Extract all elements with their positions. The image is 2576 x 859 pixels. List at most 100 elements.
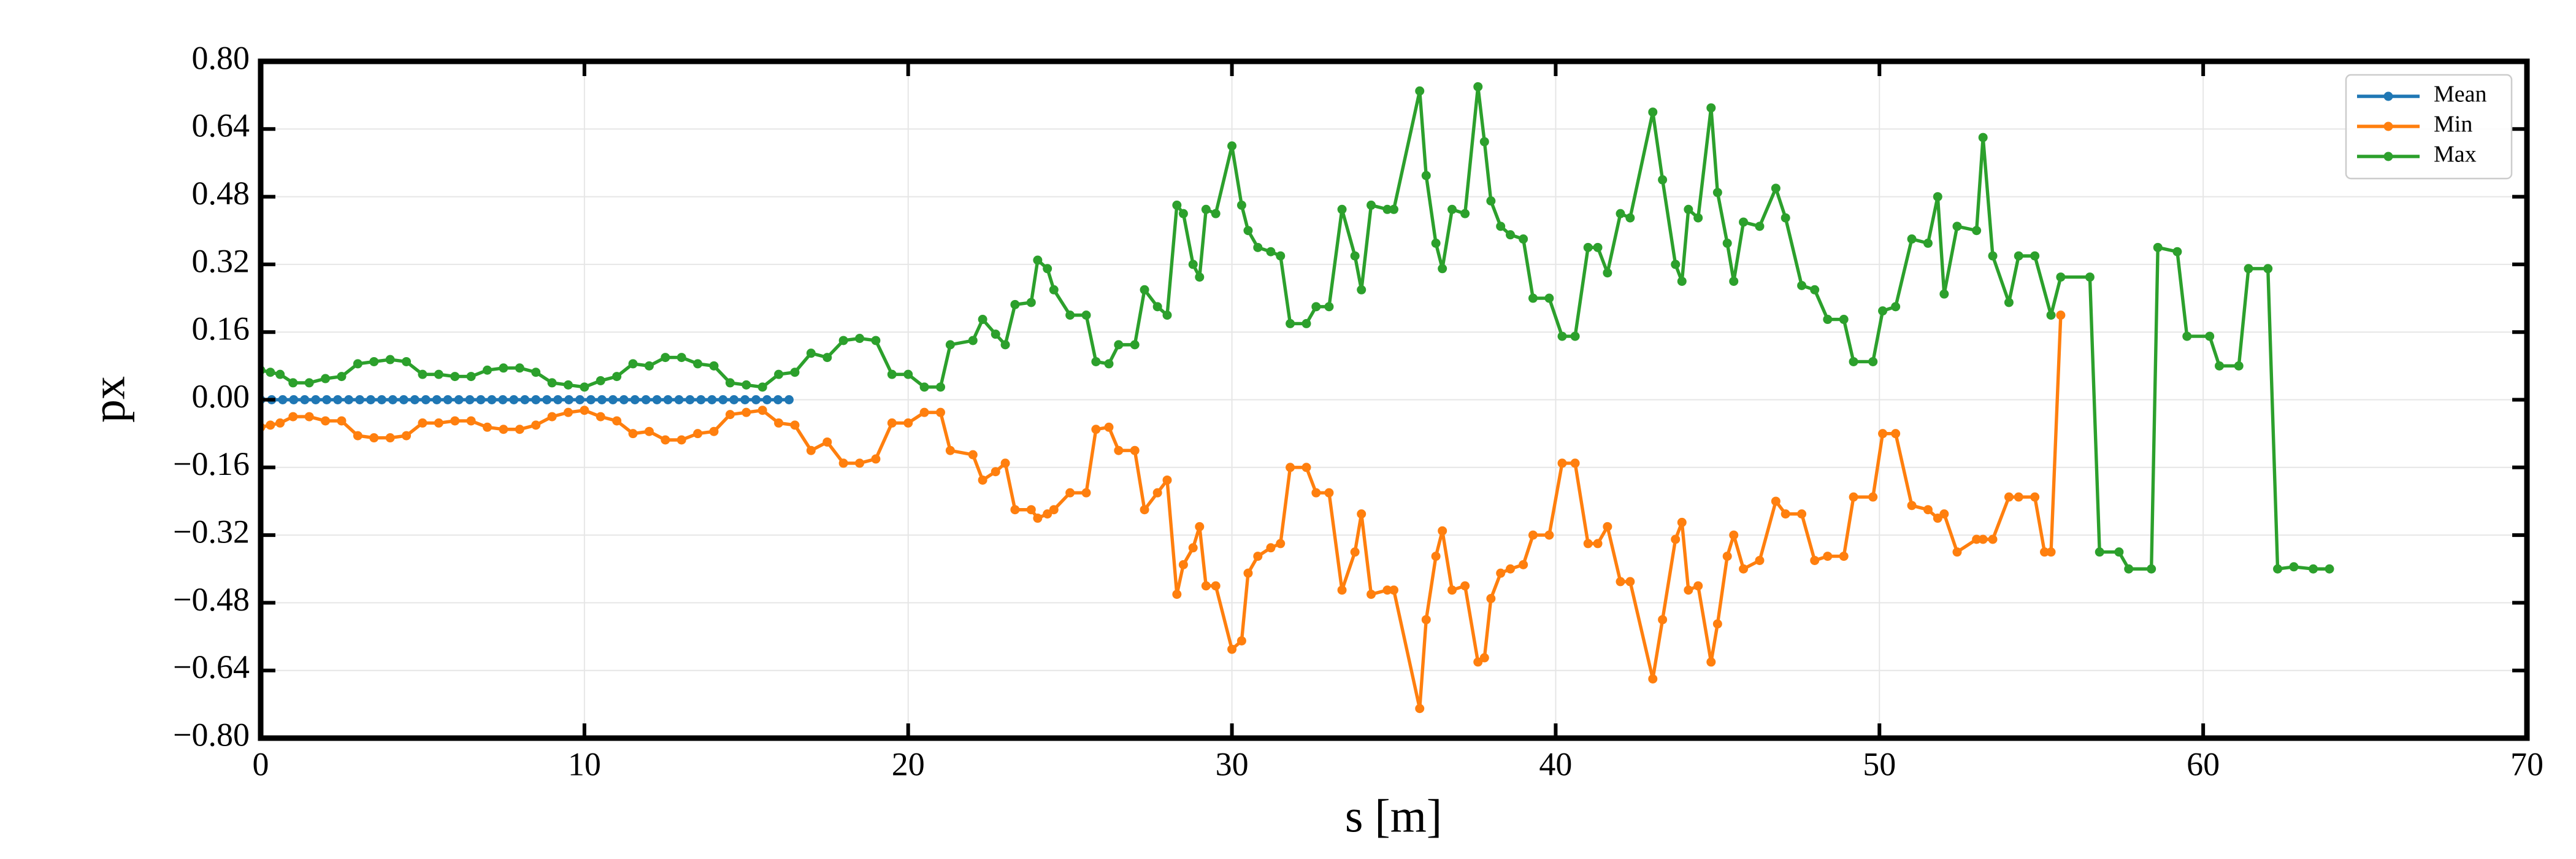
data-point xyxy=(402,356,412,366)
data-point xyxy=(509,395,519,404)
data-point xyxy=(742,407,751,417)
data-point xyxy=(903,418,913,428)
data-point xyxy=(1382,585,1392,595)
data-point xyxy=(1923,238,1933,248)
data-point xyxy=(355,395,365,404)
y-tick-label: −0.32 xyxy=(173,513,250,550)
data-point xyxy=(1211,209,1221,218)
data-point xyxy=(1357,285,1367,295)
data-point xyxy=(399,395,408,404)
data-point xyxy=(1195,522,1205,531)
data-point xyxy=(1140,505,1149,515)
data-point xyxy=(304,412,314,422)
data-point xyxy=(1823,315,1833,325)
data-point xyxy=(729,395,739,404)
data-point xyxy=(774,418,784,428)
data-point xyxy=(1671,260,1681,269)
data-point xyxy=(1357,509,1367,519)
data-point xyxy=(1797,280,1807,290)
data-point xyxy=(1712,619,1722,629)
data-point xyxy=(520,395,530,404)
data-point xyxy=(652,395,662,404)
data-point xyxy=(1972,534,1982,544)
data-point xyxy=(1243,226,1253,236)
data-point xyxy=(1382,204,1392,214)
data-point xyxy=(2114,547,2124,557)
data-point xyxy=(1616,209,1625,218)
data-point xyxy=(575,395,585,404)
data-point xyxy=(1544,293,1554,303)
y-tick-label: 0.00 xyxy=(192,378,250,415)
data-point xyxy=(1771,496,1781,506)
data-point xyxy=(1706,103,1716,113)
data-point xyxy=(596,412,605,422)
data-point xyxy=(1350,547,1360,557)
data-point xyxy=(1684,204,1693,214)
data-point xyxy=(476,395,486,404)
data-point xyxy=(1473,82,1483,91)
data-point xyxy=(434,418,443,428)
data-point xyxy=(1114,340,1124,350)
data-point xyxy=(1583,539,1593,549)
data-point xyxy=(685,395,695,404)
data-point xyxy=(1162,310,1172,320)
data-point xyxy=(1162,475,1172,485)
data-point xyxy=(1771,183,1781,193)
data-point xyxy=(1616,577,1625,587)
data-point xyxy=(1755,221,1765,231)
data-point xyxy=(1043,264,1052,274)
data-point xyxy=(2004,492,2014,502)
data-point xyxy=(1781,213,1790,223)
data-point xyxy=(1049,505,1059,515)
data-point xyxy=(1311,488,1321,498)
data-point xyxy=(1033,514,1043,523)
data-point xyxy=(465,395,475,404)
data-point xyxy=(418,369,427,379)
data-point xyxy=(1658,175,1668,185)
data-point xyxy=(1227,644,1237,654)
data-point xyxy=(1729,530,1739,540)
y-axis-label: px xyxy=(83,376,134,423)
data-point xyxy=(1253,242,1263,252)
data-point xyxy=(2085,272,2095,282)
data-point xyxy=(2046,310,2056,320)
data-point xyxy=(1557,331,1567,341)
data-point xyxy=(693,429,703,439)
data-point xyxy=(1367,200,1376,210)
legend-label: Mean xyxy=(2434,82,2487,107)
data-point xyxy=(1266,543,1276,553)
data-point xyxy=(1266,247,1276,256)
data-point xyxy=(531,368,541,377)
data-point xyxy=(515,425,524,434)
data-point xyxy=(887,418,897,428)
data-point xyxy=(1026,298,1036,307)
data-point xyxy=(693,359,703,369)
data-point xyxy=(1677,276,1687,286)
y-tick-label: 0.80 xyxy=(192,39,250,76)
data-point xyxy=(661,353,670,363)
data-point xyxy=(1823,552,1833,561)
data-point xyxy=(709,426,719,436)
legend-marker xyxy=(2383,121,2393,131)
data-point xyxy=(919,407,929,417)
data-point xyxy=(353,431,362,441)
data-point xyxy=(641,395,651,404)
data-point xyxy=(366,395,375,404)
data-point xyxy=(2039,547,2049,557)
data-point xyxy=(2244,264,2253,274)
data-point xyxy=(1140,285,1149,295)
data-point xyxy=(806,445,816,455)
data-point xyxy=(377,395,386,404)
data-point xyxy=(580,382,589,392)
data-point xyxy=(1593,242,1603,252)
data-point xyxy=(677,435,686,445)
x-tick-label: 10 xyxy=(568,745,601,782)
data-point xyxy=(450,416,460,426)
data-point xyxy=(619,395,629,404)
y-tick-label: 0.64 xyxy=(192,107,250,144)
data-point xyxy=(1438,526,1447,536)
data-point xyxy=(1431,238,1441,248)
data-point xyxy=(1091,356,1101,366)
data-point xyxy=(1276,251,1286,261)
